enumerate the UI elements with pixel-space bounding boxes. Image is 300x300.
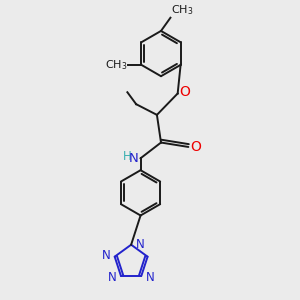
Text: N: N	[128, 152, 138, 165]
Text: O: O	[190, 140, 201, 154]
Text: CH$_3$: CH$_3$	[105, 58, 128, 72]
Text: N: N	[101, 249, 110, 262]
Text: CH$_3$: CH$_3$	[171, 3, 194, 17]
Text: N: N	[146, 271, 154, 284]
Text: N: N	[136, 238, 144, 251]
Text: H: H	[123, 150, 132, 163]
Text: N: N	[108, 271, 117, 284]
Text: O: O	[179, 85, 190, 99]
